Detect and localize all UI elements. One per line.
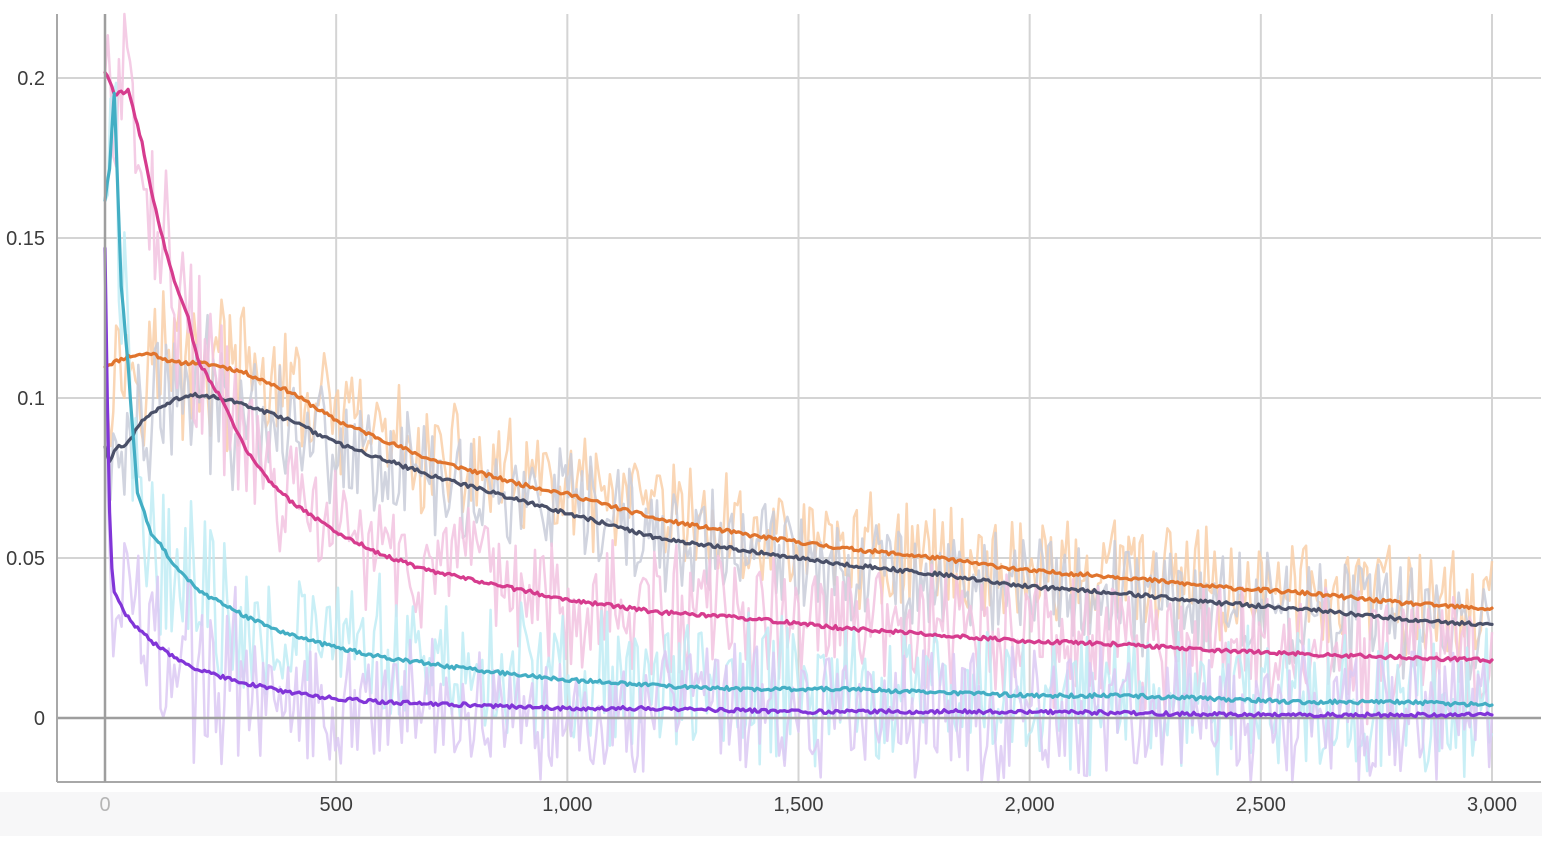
raw-series-line-2 xyxy=(103,12,1494,726)
x-tick-label: 1,000 xyxy=(542,794,592,816)
smoothed-series-line-2 xyxy=(103,70,1494,664)
y-tick-label: 0.15 xyxy=(6,228,45,250)
x-tick-label: 2,500 xyxy=(1236,794,1286,816)
smoothed-series-line-1 xyxy=(103,391,1494,628)
smoothed-series-line-3 xyxy=(103,91,1494,708)
smoothed-series-layer xyxy=(57,70,1541,720)
x-tick-label: 1,500 xyxy=(773,794,823,816)
x-tick-label: 500 xyxy=(319,794,352,816)
y-tick-label: 0.2 xyxy=(17,68,45,90)
x-tick-label: 3,000 xyxy=(1467,794,1517,816)
axis-layer: 0 0.05 0.1 0.15 0.2 0 500 1,000 1,500 2,000 2,500 3… xyxy=(6,14,1541,816)
raw-series-line-4 xyxy=(103,246,1494,784)
y-tick-label: 0 xyxy=(34,708,45,730)
smoothed-series-line-0 xyxy=(103,351,1494,612)
y-tick-label: 0.1 xyxy=(17,388,45,410)
bottom-footer-band xyxy=(0,792,1542,836)
x-tick-label: 0 xyxy=(99,794,110,816)
y-tick-label: 0.05 xyxy=(6,548,45,570)
x-tick-label: 2,000 xyxy=(1005,794,1055,816)
smoothed-series-line-4 xyxy=(103,246,1494,719)
